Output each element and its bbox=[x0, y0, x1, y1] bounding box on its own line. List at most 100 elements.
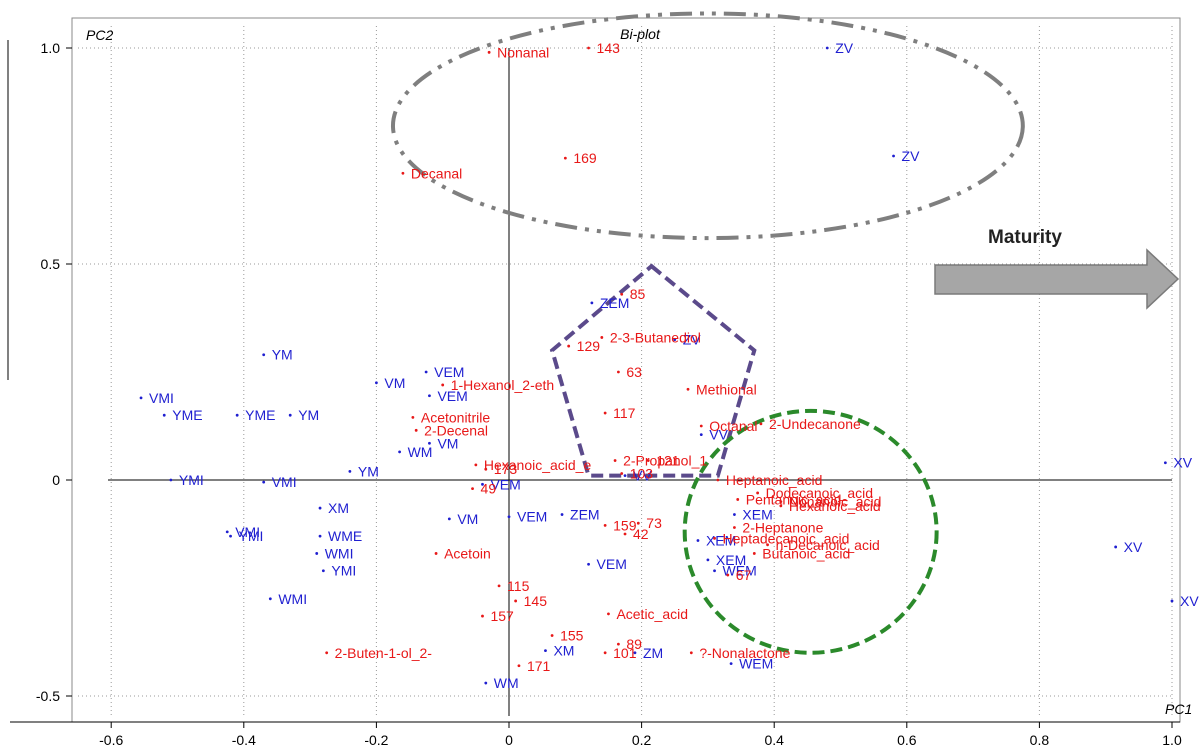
point-label: YMI bbox=[179, 472, 204, 488]
point-label: 49 bbox=[481, 481, 497, 497]
point-label: Heptadecanoic_acid bbox=[723, 530, 850, 546]
data-point bbox=[779, 500, 783, 503]
point-label: WEM bbox=[739, 656, 773, 672]
data-point bbox=[288, 413, 292, 417]
point-label: YME bbox=[245, 407, 275, 423]
data-point bbox=[474, 463, 478, 467]
data-point bbox=[607, 612, 610, 616]
point-label: ?-Nonalactone bbox=[699, 645, 790, 661]
data-point bbox=[507, 515, 511, 519]
data-point bbox=[401, 171, 405, 175]
data-point bbox=[646, 459, 650, 462]
data-point bbox=[428, 394, 431, 398]
point-label: VM bbox=[437, 435, 458, 451]
point-label: XV bbox=[1173, 455, 1192, 471]
data-point bbox=[321, 569, 325, 573]
data-point bbox=[262, 480, 266, 484]
data-point bbox=[375, 381, 378, 385]
data-point bbox=[514, 599, 518, 603]
x-tick-label: 0.8 bbox=[1030, 732, 1050, 748]
data-point bbox=[686, 387, 690, 391]
maturity-arrow-shape bbox=[934, 248, 1180, 310]
data-point bbox=[162, 413, 166, 417]
data-point bbox=[471, 487, 474, 491]
point-label: 143 bbox=[597, 40, 621, 56]
data-point bbox=[600, 336, 604, 339]
point-label: YME bbox=[172, 407, 202, 423]
point-label: 129 bbox=[577, 338, 601, 354]
point-label: 171 bbox=[527, 658, 551, 674]
y-tick-label: 1.0 bbox=[41, 40, 61, 56]
point-label: Hexanoic_acid bbox=[789, 498, 881, 514]
data-point bbox=[616, 642, 620, 646]
data-point bbox=[560, 513, 564, 516]
data-point bbox=[447, 517, 451, 521]
data-point bbox=[1170, 599, 1174, 603]
point-label: ZV bbox=[835, 40, 854, 56]
point-label: 103 bbox=[630, 466, 654, 482]
data-point bbox=[550, 634, 554, 637]
data-point bbox=[706, 558, 710, 562]
data-point bbox=[729, 662, 733, 665]
point-label: 115 bbox=[507, 578, 530, 594]
y-tick-label: 0 bbox=[52, 472, 60, 488]
data-point bbox=[398, 450, 402, 454]
chart-title: Bi-plot bbox=[620, 26, 661, 42]
data-point bbox=[696, 539, 700, 542]
point-label: 2-Propanol_1 bbox=[623, 453, 707, 469]
point-label: VMI bbox=[149, 390, 174, 406]
point-label: YMI bbox=[331, 563, 356, 579]
point-label: 117 bbox=[613, 405, 636, 421]
x-tick-label: 1.0 bbox=[1162, 732, 1182, 748]
data-point bbox=[268, 597, 272, 601]
data-point bbox=[673, 338, 677, 341]
point-label: XEM bbox=[706, 532, 736, 548]
point-label: Methional bbox=[696, 381, 757, 397]
data-point bbox=[411, 415, 415, 419]
point-label: VV bbox=[709, 427, 728, 443]
axes: -0.6 -0.4 -0.2 0 0.2 0.4 0.6 0.8 1.0 -0.5 0 0.5 1.0 bbox=[7, 40, 1182, 748]
data-point bbox=[603, 523, 607, 527]
point-label: 67 bbox=[736, 567, 752, 583]
x-tick-label: 0.6 bbox=[897, 732, 917, 748]
point-label: ZEM bbox=[600, 295, 630, 311]
point-label: 121 bbox=[656, 453, 680, 469]
point-label: WM bbox=[494, 675, 519, 691]
data-point bbox=[636, 521, 640, 525]
data-point bbox=[733, 513, 736, 516]
highlight-ellipse bbox=[682, 408, 939, 655]
data-point bbox=[620, 292, 624, 296]
data-point bbox=[733, 526, 736, 529]
x-tick-label: 0 bbox=[505, 732, 513, 748]
point-label: Hexanoic_acid_e bbox=[484, 457, 592, 473]
data-point bbox=[497, 584, 501, 588]
y-tick-label: -0.5 bbox=[36, 688, 60, 704]
point-label: Pentanoic_acid bbox=[746, 491, 842, 507]
data-point bbox=[699, 424, 703, 428]
point-label: 2-Buten-1-ol_2- bbox=[335, 645, 433, 661]
point-label: YMI bbox=[239, 528, 264, 544]
data-point bbox=[766, 543, 769, 547]
data-point bbox=[689, 651, 693, 655]
data-point bbox=[325, 651, 329, 655]
x-tick-label: -0.2 bbox=[364, 732, 388, 748]
data-point bbox=[587, 46, 590, 50]
point-label: VEM bbox=[517, 509, 547, 525]
data-point bbox=[487, 50, 491, 54]
point-label: Acetonitrile bbox=[421, 409, 490, 425]
point-label: Acetic_acid bbox=[616, 606, 688, 622]
data-point bbox=[713, 569, 716, 573]
highlight-shapes bbox=[390, 11, 1025, 655]
point-label: 85 bbox=[630, 286, 646, 302]
point-label: ZV bbox=[902, 148, 921, 164]
data-point bbox=[892, 154, 895, 158]
axis-labels: Bi-plot PC2 PC1 bbox=[86, 26, 1192, 717]
point-label: ZM bbox=[643, 645, 663, 661]
data-point bbox=[779, 504, 783, 508]
data-point bbox=[1114, 545, 1118, 549]
data-point bbox=[434, 552, 438, 555]
data-point bbox=[825, 46, 829, 50]
data-point bbox=[590, 301, 594, 305]
